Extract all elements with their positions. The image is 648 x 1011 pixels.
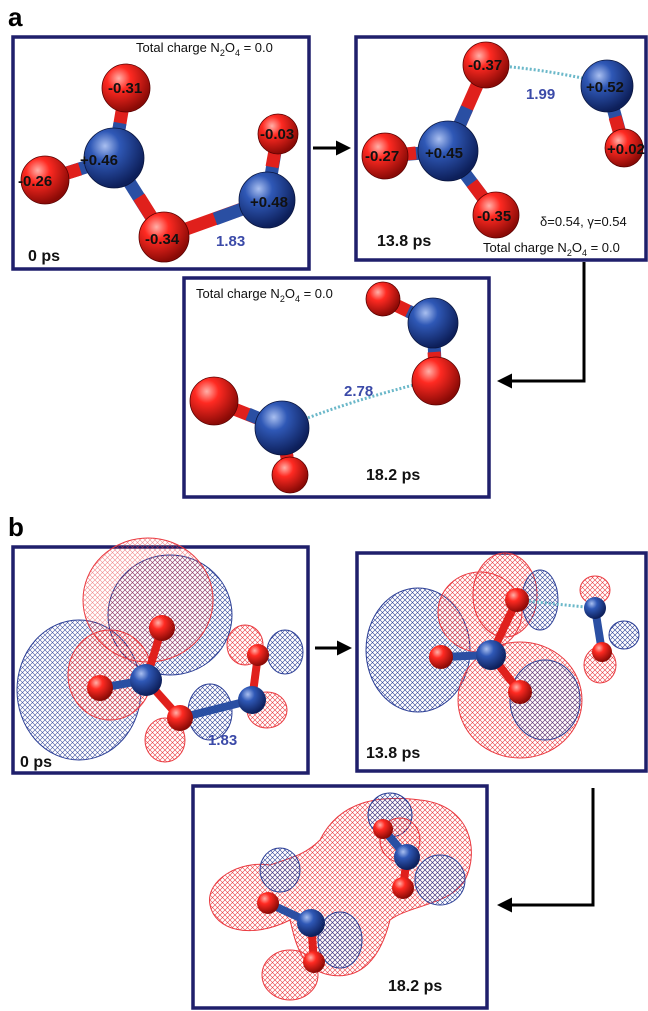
oxygen-atom (472, 191, 520, 239)
distance-label: 2.78 (344, 383, 373, 400)
total-charge-label: Total charge N2O4 = 0.0 (483, 240, 620, 258)
distance-label: 1.83 (216, 233, 245, 250)
panel-a-label: a (8, 2, 23, 32)
time-label: 13.8 ps (366, 745, 420, 762)
oxygen-atom (101, 63, 151, 113)
atom-charge-label: +0.02 (607, 141, 645, 158)
oxygen-atom (429, 645, 453, 669)
arrow-elbow (497, 788, 595, 913)
atom-charge-label: +0.52 (586, 79, 624, 96)
oxygen-atom (604, 128, 644, 168)
panel-a-frame-13.8ps: -0.37 +0.45 -0.27 -0.35 +0.52 +0.02 1.99… (354, 35, 648, 262)
nitrogen-atom (238, 171, 296, 229)
oxygen-atom (392, 877, 414, 899)
nitrogen-atom (417, 120, 479, 182)
atom-charge-label: +0.45 (425, 145, 463, 162)
oxygen-atom (361, 132, 409, 180)
oxygen-atom (365, 281, 401, 317)
atom-charge-label: -0.35 (477, 208, 511, 225)
oxygen-atom (189, 376, 239, 426)
oxygen-atom (167, 705, 193, 731)
atom-charge-label: -0.03 (260, 126, 294, 143)
panel-b-frame-18.2ps: 18.2 ps (191, 784, 489, 1010)
time-label: 0 ps (28, 248, 60, 265)
oxygen-atom (247, 644, 269, 666)
time-label: 18.2 ps (388, 978, 442, 995)
atom-charge-label: -0.34 (145, 231, 180, 248)
oxygen-atom (592, 642, 612, 662)
atom-charge-label: -0.26 (18, 173, 52, 190)
panel-a-frame-18.2ps: Total charge N2O4 = 0.0 2.78 18.2 ps (182, 276, 491, 499)
nitrogen-atom (254, 400, 310, 456)
oxygen-atom (508, 680, 532, 704)
atom-charge-label: +0.48 (250, 194, 288, 211)
distance-label: 1.83 (208, 732, 237, 749)
panel-b-label: b (8, 512, 24, 542)
oxygen-atom (505, 588, 529, 612)
oxygen-atom (411, 356, 461, 406)
panel-b-frame-13.8ps: 13.8 ps (355, 551, 648, 773)
total-charge-label: Total charge N2O4 = 0.0 (136, 40, 273, 58)
atom-charge-label: -0.31 (108, 80, 142, 97)
atom-charge-label: -0.27 (365, 148, 399, 165)
nitrogen-atom (584, 597, 606, 619)
oxygen-atom (303, 951, 325, 973)
arrow-elbow (497, 262, 586, 389)
time-label: 18.2 ps (366, 467, 420, 484)
oxygen-atom (257, 892, 279, 914)
atom-charge-label: +0.46 (80, 152, 118, 169)
time-label: 0 ps (20, 754, 52, 771)
panel-b-frame-0ps: 1.83 0 ps (11, 537, 310, 775)
oxygen-atom (149, 615, 175, 641)
oxygen-atom (87, 675, 113, 701)
distance-label: 1.99 (526, 86, 555, 103)
panel-a-frame-0ps: Total charge N2O4 = 0.0 -0.31 +0.46 -0.2… (11, 35, 311, 271)
orbital-lobes (16, 537, 304, 763)
time-label: 13.8 ps (377, 233, 431, 250)
oxygen-atom (373, 819, 393, 839)
atom-charge-label: -0.37 (468, 57, 502, 74)
oxygen-atom (20, 155, 70, 205)
nitrogen-atom (394, 844, 420, 870)
oxygen-atom (138, 211, 190, 263)
oxygen-atom (271, 456, 309, 494)
nitrogen-atom (407, 297, 459, 349)
delta-gamma-label: δ=0.54, γ=0.54 (540, 214, 627, 229)
nitrogen-atom (238, 686, 266, 714)
oxygen-atom (462, 41, 510, 89)
oxygen-atom (257, 113, 299, 155)
orbital-lobes (365, 552, 640, 759)
total-charge-label: Total charge N2O4 = 0.0 (196, 286, 333, 304)
nitrogen-atom (476, 640, 506, 670)
nitrogen-atom (130, 664, 162, 696)
nitrogen-atom (83, 127, 145, 189)
nitrogen-atom (297, 909, 325, 937)
nitrogen-atom (580, 59, 634, 113)
